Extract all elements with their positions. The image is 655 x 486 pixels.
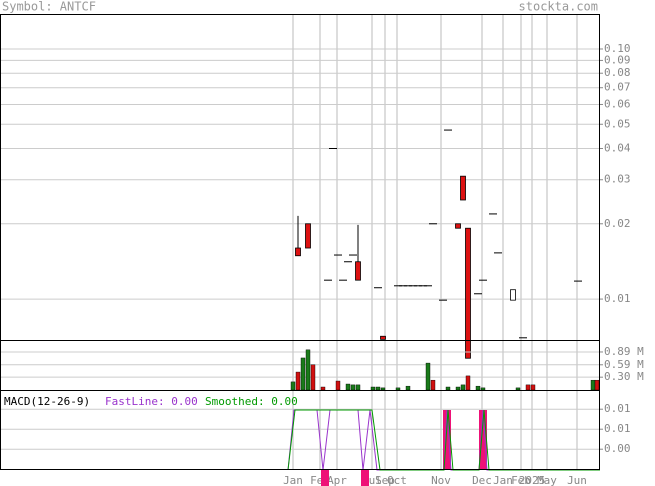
volume-bar xyxy=(425,362,431,391)
y-tick-label: 0.09 xyxy=(604,53,631,66)
candle-body xyxy=(380,335,386,340)
y-tick-label: 0.01 xyxy=(604,292,631,305)
volume-bar xyxy=(395,387,401,391)
y-tick-label: 0.00 xyxy=(604,442,631,455)
x-tick-label: Oct xyxy=(387,474,407,486)
macd-histogram-bar xyxy=(443,410,451,470)
macd-histogram-bar xyxy=(321,469,329,486)
volume-bar xyxy=(445,386,451,391)
volume-bar xyxy=(370,386,376,391)
volume-bar xyxy=(305,349,311,391)
volume-bar xyxy=(380,387,386,391)
volume-bar xyxy=(310,364,316,391)
volume-bar xyxy=(430,379,436,391)
legend-entry: Smoothed: 0.00 xyxy=(205,395,298,408)
volume-bar xyxy=(465,375,471,391)
y-tick-label: 0.04 xyxy=(604,142,631,155)
y-tick-label: 0.01 xyxy=(604,422,631,435)
volume-bar xyxy=(295,371,301,391)
volume-bar xyxy=(350,384,356,391)
candle-body xyxy=(510,289,516,301)
candle-body xyxy=(305,223,311,249)
macd-title: MACD(12-26-9) xyxy=(4,395,90,408)
volume-bar xyxy=(455,386,461,391)
macd-line xyxy=(287,409,600,471)
y-tick-label: 0.05 xyxy=(604,117,631,130)
volume-bar xyxy=(460,384,466,391)
y-tick-label: 0.03 xyxy=(604,173,631,186)
candle-body xyxy=(455,223,461,229)
x-tick-label: Jan xyxy=(493,474,513,486)
volume-bar xyxy=(290,381,296,391)
candle-body xyxy=(355,261,361,281)
symbol: Symbol: ANTCF xyxy=(2,0,96,14)
volume-bar xyxy=(375,386,381,391)
volume-bar xyxy=(480,387,486,391)
x-tick-label: Dec xyxy=(472,474,492,486)
x-tick-label: 2025 xyxy=(519,474,546,486)
y-tick-label: 0.02 xyxy=(604,217,631,230)
volume-bar xyxy=(300,357,306,391)
candle-body xyxy=(460,175,466,201)
y-tick-label: 0.01 xyxy=(604,402,631,415)
x-tick-label: Nov xyxy=(431,474,451,486)
x-tick-label: Sep xyxy=(375,474,395,486)
y-tick-label: 0.06 xyxy=(604,97,631,110)
site: stockta.com xyxy=(519,0,598,14)
volume-bar xyxy=(335,380,341,391)
volume-bar xyxy=(594,379,600,391)
y-tick-label: 0.30 M xyxy=(604,370,644,383)
macd-histogram-bar xyxy=(361,469,369,486)
x-tick-label: May xyxy=(537,474,557,486)
candle-body xyxy=(465,227,471,359)
x-tick-label: Apr xyxy=(327,474,347,486)
y-tick-label: 0.07 xyxy=(604,81,631,94)
plot-frame xyxy=(0,14,600,470)
x-tick-label: Jan xyxy=(283,474,303,486)
volume-bar xyxy=(475,385,481,391)
volume-bar xyxy=(355,384,361,391)
volume-bar xyxy=(590,379,596,391)
volume-bar xyxy=(405,385,411,391)
y-tick-label: 0.59 M xyxy=(604,358,644,371)
volume-bar xyxy=(320,386,326,391)
candle-body xyxy=(295,247,301,257)
volume-bar xyxy=(345,383,351,391)
y-tick-label: 0.89 M xyxy=(604,345,644,358)
x-tick-label: Feb xyxy=(511,474,531,486)
legend-entry: FastLine: 0.00 xyxy=(105,395,198,408)
x-tick-label: Jun xyxy=(567,474,587,486)
volume-bar xyxy=(515,387,521,391)
volume-bar xyxy=(525,384,531,391)
volume-bar xyxy=(530,384,536,391)
macd-histogram-bar xyxy=(479,410,487,470)
y-tick-label: 0.08 xyxy=(604,66,631,79)
y-tick-label: 0.10 xyxy=(604,42,631,55)
